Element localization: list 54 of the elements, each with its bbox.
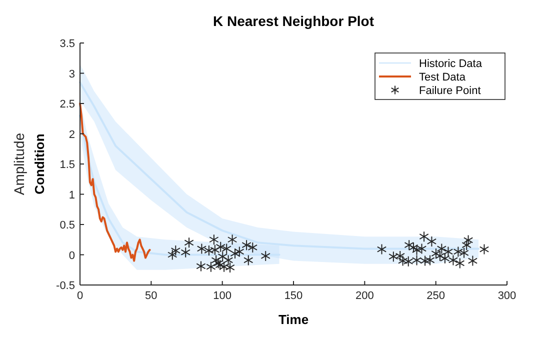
x-tick-label: 250 <box>426 290 446 302</box>
legend-label: Historic Data <box>419 58 483 70</box>
y-tick-label: 0 <box>68 250 75 262</box>
x-axis-title: Time <box>278 312 309 327</box>
y-tick-label: 0.5 <box>60 220 75 232</box>
x-tick-label: 300 <box>498 290 516 302</box>
point <box>412 244 422 256</box>
point <box>395 250 405 262</box>
point <box>404 256 414 267</box>
legend-label: Failure Point <box>419 85 481 97</box>
y-tick-label: 1.5 <box>60 159 75 171</box>
point <box>196 243 207 254</box>
point <box>388 251 398 262</box>
point <box>416 243 427 254</box>
y-tick-label: 3 <box>68 68 75 80</box>
point <box>412 254 422 266</box>
text: Amplitude <box>11 132 27 196</box>
line-series <box>79 81 480 250</box>
y-tick-label: -0.5 <box>56 280 75 292</box>
y-tick-label: 3.5 <box>60 38 75 50</box>
point <box>419 231 429 242</box>
point <box>468 255 478 266</box>
x-tick-label: 150 <box>284 290 303 302</box>
point <box>260 250 270 262</box>
x-tick-label: 50 <box>145 290 158 302</box>
y-tick-label: 1 <box>68 189 75 202</box>
y-tick-label: 2 <box>68 128 75 141</box>
point <box>204 245 214 256</box>
line-series <box>79 114 280 256</box>
point <box>225 262 235 273</box>
point <box>209 234 219 246</box>
point <box>170 245 180 256</box>
point <box>210 244 220 256</box>
line-series <box>79 102 151 262</box>
x-tick-label: 200 <box>355 290 374 302</box>
point <box>398 255 408 266</box>
x-tick-label: 100 <box>213 290 232 302</box>
point <box>408 242 418 253</box>
point <box>168 249 178 260</box>
point <box>479 244 490 255</box>
point <box>426 236 437 247</box>
point <box>463 234 474 246</box>
point <box>216 241 226 252</box>
y-axis-title: Condition <box>32 134 47 194</box>
y-tick-label: 2.5 <box>60 98 75 110</box>
point <box>196 260 206 272</box>
point <box>244 254 254 266</box>
point <box>404 240 414 251</box>
point <box>420 255 430 266</box>
legend-label: Test Data <box>419 72 466 84</box>
chart-title: K Nearest Neighbor Plot <box>212 13 374 29</box>
point <box>248 242 258 253</box>
point <box>376 244 387 255</box>
x-tick-label: 0 <box>76 290 84 302</box>
